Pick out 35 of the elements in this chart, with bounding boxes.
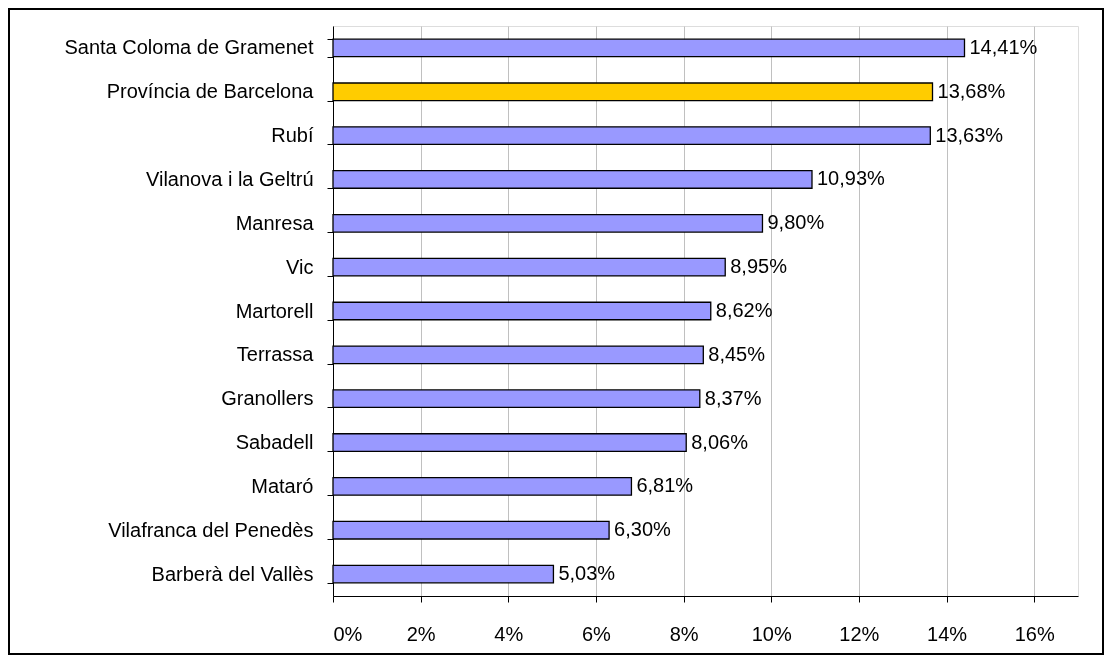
x-tick-label: 6%	[581, 622, 612, 645]
y-tick-label: Manresa	[235, 211, 315, 234]
data-label: 14,41%	[969, 35, 1038, 58]
y-tick-label: Rubí	[271, 124, 314, 147]
x-tick-label: 12%	[839, 622, 880, 645]
data-label: 6,81%	[636, 474, 694, 497]
data-label: 5,03%	[558, 562, 616, 585]
x-tick-label: 10%	[751, 622, 792, 645]
data-label: 6,30%	[614, 518, 672, 541]
y-tick-label: Vilanova i la Geltrú	[146, 167, 314, 190]
y-tick-label: Terrassa	[236, 343, 315, 366]
data-label: 13,68%	[937, 79, 1006, 102]
x-tick-label: 0%	[333, 622, 363, 645]
y-tick-label: Mataró	[251, 474, 314, 497]
x-tick-label: 2%	[406, 622, 436, 645]
y-tick-label: Martorell	[235, 299, 314, 322]
y-tick-label: Vic	[286, 255, 314, 278]
y-tick-label: Granollers	[221, 387, 314, 410]
data-label: 13,63%	[935, 123, 1004, 146]
data-label: 8,62%	[715, 299, 773, 321]
data-label: 8,37%	[704, 386, 762, 409]
y-tick-label: Vilafranca del Penedès	[108, 518, 314, 541]
data-label: 8,45%	[708, 342, 766, 365]
x-tick-label: 4%	[494, 622, 524, 645]
y-tick-label: Santa Coloma de Gramenet	[64, 36, 314, 59]
y-tick-label: Província de Barcelona	[106, 80, 315, 103]
y-tick-label: Barberà del Vallès	[151, 562, 314, 585]
x-tick-label: 14%	[927, 622, 968, 645]
data-label: 8,06%	[691, 430, 749, 453]
data-label: 10,93%	[816, 167, 886, 190]
data-label: 8,95%	[730, 255, 788, 278]
data-label: 9,80%	[767, 211, 825, 234]
x-tick-label: 8%	[669, 622, 699, 645]
y-tick-label: Sabadell	[235, 431, 314, 454]
x-tick-label: 16%	[1014, 622, 1055, 645]
